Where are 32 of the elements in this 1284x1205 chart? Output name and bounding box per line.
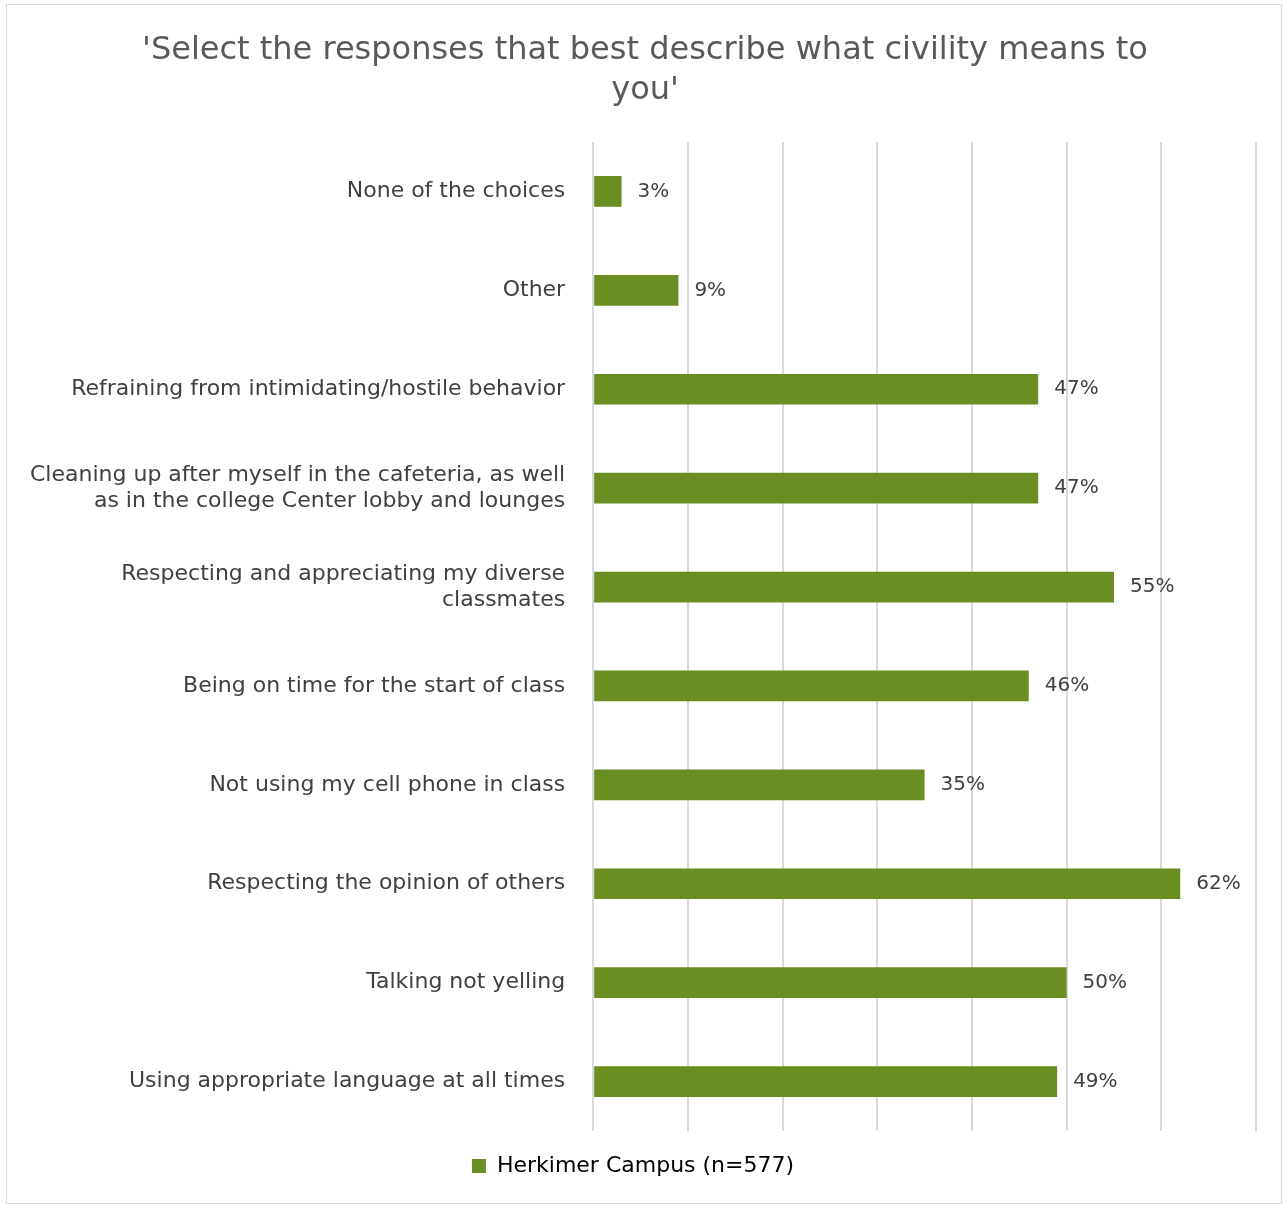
data-label: 3%	[637, 177, 670, 202]
bar	[594, 571, 1114, 603]
data-label: 49%	[1073, 1067, 1118, 1092]
bar	[594, 1066, 1058, 1097]
y-tick-label: Respecting and appreciating my diverse classmates	[121, 559, 566, 611]
y-tick-label: Respecting the opinion of others	[207, 869, 566, 895]
y-tick-label: Using appropriate language at all times	[129, 1067, 566, 1093]
data-label: 62%	[1196, 869, 1241, 894]
y-tick-label: Refraining from intimidating/hostile behavior	[71, 374, 567, 400]
y-tick-label: Talking not yelling	[365, 968, 566, 994]
data-label: 50%	[1082, 968, 1128, 993]
data-label: 46%	[1044, 672, 1090, 697]
bar	[594, 373, 1039, 405]
bar	[594, 967, 1067, 998]
bar	[594, 275, 679, 306]
data-label: 9%	[694, 276, 727, 301]
bar	[594, 769, 925, 801]
data-label: 47%	[1054, 375, 1099, 400]
y-tick-label: Other	[502, 276, 567, 302]
legend-label: Herkimer Campus (n=577)	[496, 1151, 795, 1177]
data-label: 35%	[940, 771, 986, 796]
data-label: 55%	[1129, 573, 1175, 598]
bar	[594, 472, 1039, 504]
data-label: 47%	[1054, 474, 1099, 499]
y-tick-label: Being on time for the start of class	[183, 671, 566, 697]
y-tick-label: None of the choices	[346, 177, 566, 203]
bar	[594, 868, 1181, 900]
bar	[594, 176, 622, 207]
chart-title: 'Select the responses that best describe what civility means to you'	[141, 28, 1149, 108]
y-tick-label: Not using my cell phone in class	[209, 770, 566, 796]
bar	[594, 670, 1029, 702]
y-tick-label: Cleaning up after myself in the cafeteria, as well as in the college Center lobby and lounges	[29, 460, 566, 513]
